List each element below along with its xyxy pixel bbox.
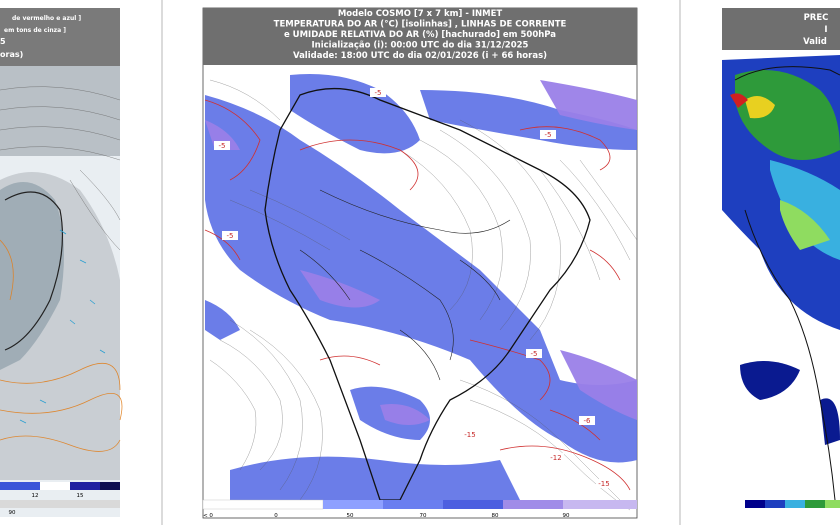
contour-label: -5 [227,232,234,240]
header-line: 5 [0,37,6,46]
header-line: PREC [804,13,829,23]
contour-label-bg [214,141,230,150]
contour-label: -5 [545,131,552,139]
header-line: Validade: 18:00 UTC do dia 02/01/2026 (i… [293,51,547,61]
header-line: TEMPERATURA DO AR (°C) [isolinhas] , LIN… [274,20,567,30]
header-line: e UMIDADE RELATIVA DO AR (%) [hachurado]… [284,30,556,40]
colorbar-label: 90 [563,513,570,519]
header-line: em tons de cinza ] [4,27,66,34]
contour-label: -15 [464,431,475,439]
colorbar-label: 0 [274,513,278,519]
contour-label-bg [548,453,564,462]
contour-label: -5 [531,350,538,358]
header-line: Valid [803,37,827,47]
colorbar-label: 50 [347,513,354,519]
contour-label-bg [370,88,386,97]
contour-label: -5 [219,142,226,150]
contour-label-bg [579,416,595,425]
header-line: de vermelho e azul ] [12,15,81,22]
colorbar-label: 12 [32,493,39,499]
header-line: I [824,25,827,35]
contour-label: -15 [598,480,609,488]
left-map[interactable] [0,8,123,517]
header-line: oras) [0,50,23,59]
contour-label-bg [526,349,542,358]
colorbar-label: 15 [77,493,84,499]
right-map[interactable] [722,8,840,518]
contour-label-bg [462,430,478,439]
colorbar-label: 70 [420,513,427,519]
header-line: Modelo COSMO [7 x 7 km] - INMET [338,9,503,19]
colorbar-label: 80 [492,513,499,519]
contour-label-bg [540,130,556,139]
colorbar-label: 90 [9,510,16,516]
contour-label-bg [596,479,612,488]
header-line: Inicialização (i): 00:00 UTC do dia 31/1… [312,41,529,51]
contour-label: -6 [584,417,592,425]
colorbar-label: < 0 [203,513,213,519]
contour-label: -5 [375,89,382,97]
center-map[interactable] [202,7,638,519]
contour-label: -12 [550,454,561,462]
contour-label-bg [222,231,238,240]
